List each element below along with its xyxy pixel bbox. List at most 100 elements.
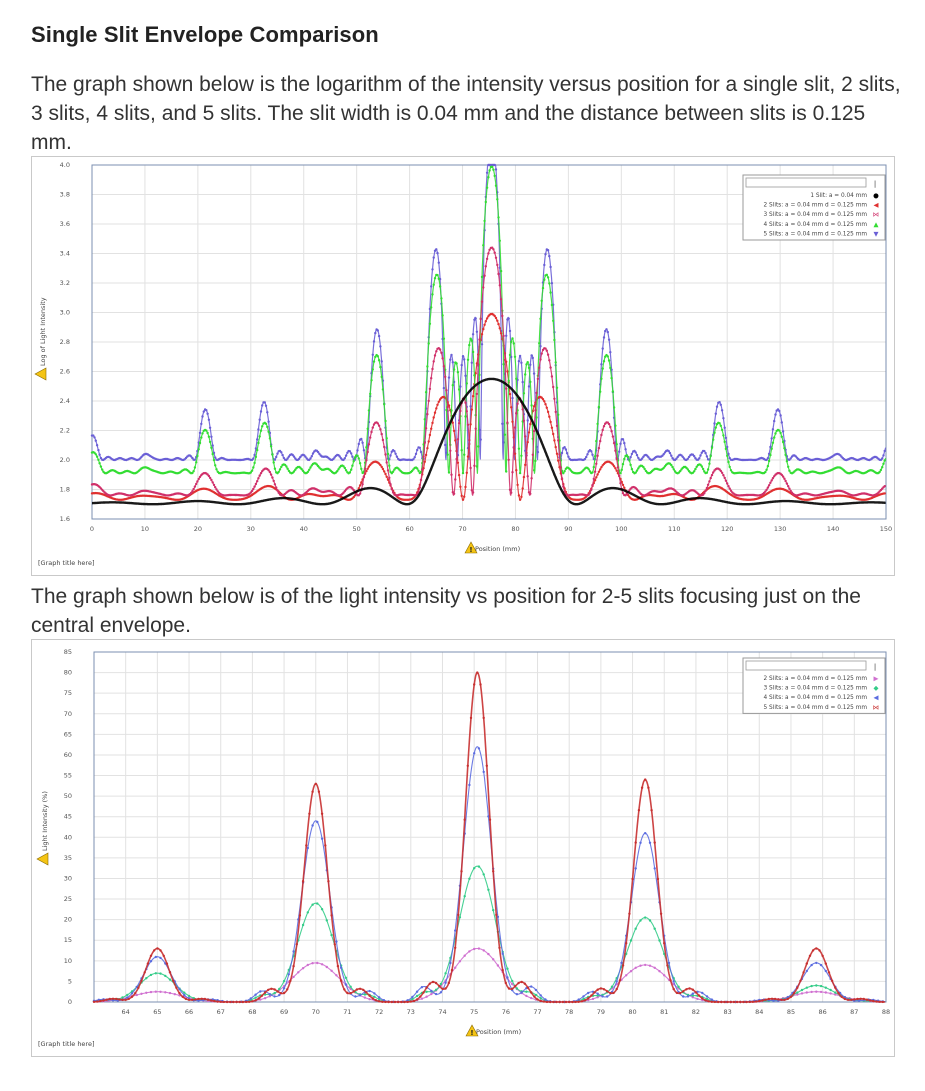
c1-series-4-line-point <box>487 176 490 179</box>
c1-series-4-line-point <box>438 285 442 288</box>
c2-series-2-slits-line-point <box>819 990 823 994</box>
c1-series-4-line-point <box>436 273 439 277</box>
c1-series-5-line-point <box>211 444 214 447</box>
c1-ytick-label: 1.8 <box>60 486 70 494</box>
c1-series-3-line-point <box>535 391 538 395</box>
c2-series-3-slits-line-point <box>126 993 129 997</box>
c1-xtick-label: 100 <box>615 525 627 533</box>
c2-series-5-slits-line-point <box>726 1000 729 1004</box>
c2-series-5-slits-line-point <box>612 991 615 995</box>
c1-series-4-line-point <box>611 390 615 393</box>
c1-series-5-line-point <box>419 450 423 454</box>
c1-series-3-line-point <box>609 425 612 429</box>
c1-series-4-line-point <box>493 174 496 178</box>
c1-series-5-line-point <box>193 458 197 461</box>
c2-series-5-slits-line-point <box>536 998 539 1001</box>
c2-series-2-slits-line-point <box>458 960 462 963</box>
c1-series-3-line-point <box>440 351 443 354</box>
c1-ytick-label: 2.6 <box>60 368 70 376</box>
c1-series-5-line-point <box>447 376 451 379</box>
c2-series-3-slits-line-point <box>273 991 276 995</box>
c1-series-4-line-point <box>365 446 368 449</box>
c1-series-3-line-point <box>432 360 435 363</box>
c2-series-4-slits-line-point <box>439 991 443 994</box>
c1-series-4-line-point <box>530 404 533 407</box>
c1-series-4-line-point <box>483 219 486 223</box>
c1-series-4-line-point <box>774 432 777 435</box>
c1-series-3-line-point <box>706 483 710 486</box>
log-intensity-chart: 0 10 20 30 40 50 60 70 80 90 100 110 120 130 140 150 1.6… <box>34 161 892 567</box>
c2-series-5-slits-line-point <box>146 962 150 965</box>
c1-series-4-line-point <box>620 468 623 471</box>
c2-series-5-slits-line-point <box>650 809 653 812</box>
c2-series-5-slits-line-point <box>539 999 542 1003</box>
c2-series-5-slits-line-point <box>568 1000 571 1004</box>
c1-series-4-line-point <box>101 468 104 471</box>
c1-xtick-label: 50 <box>353 525 361 533</box>
c1-series-5-line-point <box>350 452 353 455</box>
c2-series-5-slits-line-point <box>99 999 102 1003</box>
c1-graph-title: [Graph title here] <box>38 559 95 567</box>
c2-series-3-slits-line-point <box>525 990 528 993</box>
c1-series-4-line-point <box>494 184 498 187</box>
c2-series-4-slits-line-point <box>473 752 476 755</box>
c1-series-2-line-point <box>381 467 385 471</box>
c1-series-4-line-point <box>367 409 371 412</box>
c1-series-4-line-point <box>778 429 781 432</box>
c2-series-3-slits-line-point <box>149 973 153 977</box>
c1-series-5-line-point <box>637 456 640 460</box>
c1-series-4-line-point <box>432 283 435 286</box>
c1-series-4-line-point <box>431 293 434 296</box>
c1-series-4-line-point <box>766 464 770 468</box>
c1-series-5-line-point <box>264 404 268 407</box>
c1-series-2-line-point <box>557 459 560 462</box>
c1-series-3-line-point <box>488 248 491 251</box>
c1-series-5-line-point <box>546 249 550 252</box>
c1-series-5-line-point <box>502 441 505 444</box>
intensity-graph[interactable]: 64 65 66 67 68 69 70 71 72 73 74 75 76 77 78 79 80 81 82 83… <box>31 639 895 1057</box>
c2-series-5-slits-line-point <box>606 990 609 993</box>
c2-series-3-slits-line-point <box>473 867 476 870</box>
c2-series-5-slits-line-point <box>286 988 289 991</box>
c1-series-4-line-point <box>306 470 310 473</box>
c1-series-3-line-point <box>545 349 548 352</box>
c1-series-3-line-point <box>267 469 270 472</box>
c1-series-4-line-point <box>374 355 377 359</box>
c2-series-5-slits-line-point <box>495 913 498 917</box>
c2-series-5-slits-line-point <box>336 964 340 968</box>
c2-series-5-slits-line-point <box>859 997 862 1000</box>
log-intensity-graph[interactable]: 0 10 20 30 40 50 60 70 80 90 100 110 120 130 140 150 1.6… <box>31 156 895 576</box>
c1-series-2-line-point <box>612 465 616 468</box>
c2-ytick-label: 35 <box>64 854 72 862</box>
c2-legend-marker: ⋈ <box>873 703 880 711</box>
c1-series-5-line-point <box>253 453 256 457</box>
c1-series-3-line-point <box>258 474 261 477</box>
c1-series-2-line-point <box>459 485 462 488</box>
c1-series-5-line-point <box>469 405 472 408</box>
c1-series-5-line-point <box>493 163 496 167</box>
c1-series-2-line-point <box>464 485 467 489</box>
c1-series-2-line-point <box>550 426 554 429</box>
c2-series-5-slits-line-point <box>368 994 371 997</box>
c1-series-2-line-point <box>435 407 438 410</box>
c1-series-4-line-point <box>485 186 489 189</box>
c1-xtick-label: 70 <box>458 525 466 533</box>
c2-series-4-slits-line-point <box>810 963 813 967</box>
c2-series-5-slits-line-point <box>631 877 634 881</box>
c1-series-2-line-point <box>466 455 470 458</box>
c1-series-4-line-point <box>461 471 465 475</box>
c2-series-4-slits-line-point <box>311 824 314 827</box>
c2-ytick-label: 45 <box>64 813 72 821</box>
c2-series-5-slits-line-point <box>130 995 134 998</box>
c1-series-3-line-point <box>252 487 255 491</box>
c1-series-4-line-point <box>606 355 609 358</box>
c1-series-4-line-point <box>455 362 458 365</box>
c2-series-5-slits-line-point <box>808 954 812 957</box>
c1-series-2-line-point <box>436 403 439 406</box>
c1-series-5-line-point <box>505 334 508 337</box>
c1-series-4-line-point <box>268 437 272 440</box>
c1-series-4-line-point <box>529 380 532 384</box>
c2-series-5-slits-line-point <box>704 999 707 1002</box>
c1-ytick-label: 3.2 <box>60 279 70 287</box>
c2-series-3-slits-line-point <box>168 978 172 981</box>
